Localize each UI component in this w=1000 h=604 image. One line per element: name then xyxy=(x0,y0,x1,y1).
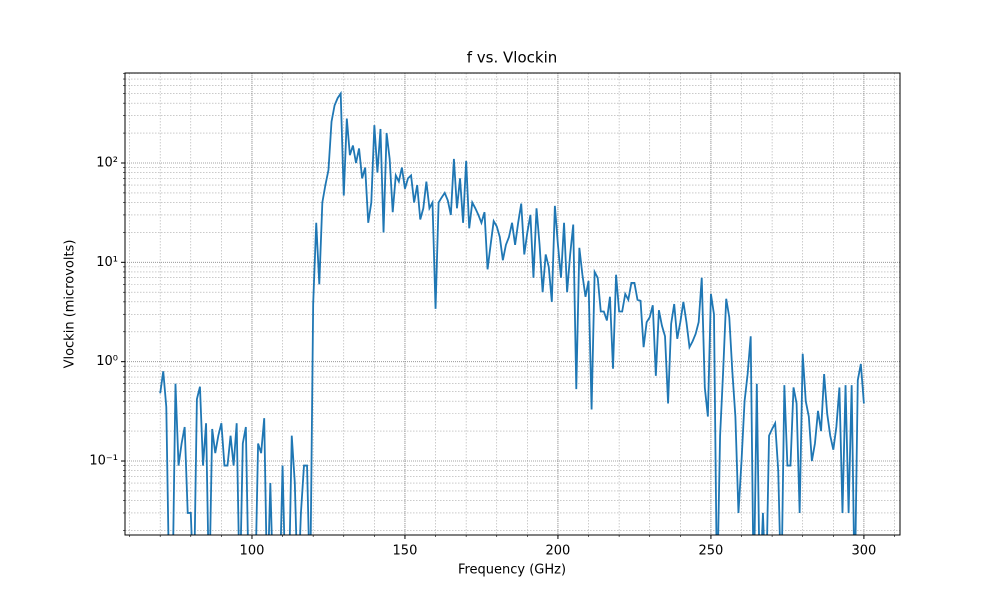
y-axis-label: Vlockin (microvolts) xyxy=(63,240,78,369)
y-tick-label: 10² xyxy=(96,155,118,170)
x-tick-label: 200 xyxy=(546,544,571,559)
x-tick-label: 150 xyxy=(393,544,418,559)
x-axis-label: Frequency (GHz) xyxy=(458,563,566,578)
y-tick-label: 10⁰ xyxy=(96,354,118,369)
chart-title: f vs. Vlockin xyxy=(467,49,558,67)
y-tick-label: 10⁻¹ xyxy=(89,454,118,469)
data-line xyxy=(159,90,865,535)
x-tick-label: 250 xyxy=(699,544,724,559)
y-tick-label: 10¹ xyxy=(96,255,118,270)
plot-frame xyxy=(124,72,901,536)
x-tick-label: 100 xyxy=(240,544,265,559)
x-tick-label: 300 xyxy=(851,544,876,559)
